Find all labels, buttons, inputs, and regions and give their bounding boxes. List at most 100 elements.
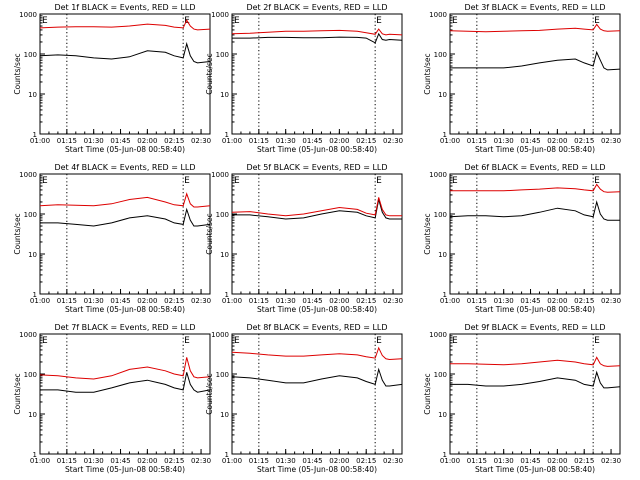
x-tick-label: 01:15 — [249, 137, 269, 145]
x-tick-label: 01:15 — [249, 297, 269, 305]
y-tick-label: 100 — [216, 51, 229, 59]
series-line-lld — [449, 23, 621, 33]
chart-title: Det 5f BLACK = Events, RED = LLD — [246, 163, 387, 172]
x-tick-label: 01:45 — [110, 137, 130, 145]
x-tick-label: 02:00 — [547, 457, 567, 465]
x-tick-label: 01:15 — [57, 297, 77, 305]
y-tick-label: 1 — [225, 131, 229, 139]
x-tick-label: 01:00 — [222, 457, 242, 465]
x-tick-label: 02:15 — [574, 137, 594, 145]
y-tick-label: 1 — [33, 131, 37, 139]
y-tick-label: 10 — [220, 251, 229, 259]
series-line-lld — [39, 192, 211, 208]
y-tick-label: 1000 — [211, 331, 229, 339]
y-tick-label: 10 — [438, 91, 447, 99]
marker-label-e: E — [184, 336, 190, 346]
x-tick-label: 01:15 — [57, 137, 77, 145]
marker-label-e: E — [376, 16, 382, 26]
x-tick-label: 02:30 — [383, 297, 403, 305]
series-line-events — [450, 370, 621, 389]
series-line-events — [232, 199, 402, 220]
y-tick-label: 10 — [220, 411, 229, 419]
x-tick-label: 02:15 — [574, 297, 594, 305]
y-axis-label: Counts/sec — [205, 373, 214, 414]
y-tick-label: 10 — [28, 251, 37, 259]
marker-label-e: E — [594, 16, 600, 26]
chart-title: Det 6f BLACK = Events, RED = LLD — [464, 163, 605, 172]
y-tick-label: 1000 — [429, 11, 447, 19]
series-line-lld — [450, 356, 621, 367]
y-tick-label: 1 — [33, 291, 37, 299]
series-line-lld — [39, 357, 211, 380]
x-tick-label: 01:30 — [84, 457, 104, 465]
x-tick-label: 02:15 — [356, 457, 376, 465]
x-tick-label: 01:00 — [440, 457, 460, 465]
x-tick-label: 01:45 — [520, 137, 540, 145]
chart-panel-4: Det 4f BLACK = Events, RED = LLD 1 10 100 10… — [13, 163, 211, 314]
y-tick-label: 1 — [443, 451, 447, 459]
x-tick-label: 01:15 — [467, 457, 487, 465]
y-axis-label: Counts/sec — [423, 373, 432, 414]
plot-frame — [231, 333, 403, 455]
x-tick-label: 02:15 — [356, 137, 376, 145]
chart-title: Det 8f BLACK = Events, RED = LLD — [246, 323, 387, 332]
y-tick-label: 1 — [33, 451, 37, 459]
series-line-lld — [231, 197, 402, 217]
chart-panel-3: Det 3f BLACK = Events, RED = LLD 1 10 100 10… — [423, 3, 621, 154]
y-tick-label: 100 — [434, 211, 447, 219]
y-tick-label: 1000 — [211, 171, 229, 179]
x-tick-label: 01:00 — [30, 137, 50, 145]
x-tick-label: 01:15 — [57, 457, 77, 465]
marker-label-e: E — [42, 16, 48, 26]
series-line-events — [232, 32, 403, 44]
y-axis-label: Counts/sec — [13, 373, 22, 414]
y-axis-label: Counts/sec — [423, 213, 432, 254]
x-axis-label: Start Time (05-Jun-08 00:58:40) — [475, 465, 595, 474]
x-axis-label: Start Time (05-Jun-08 00:58:40) — [257, 465, 377, 474]
y-tick-label: 1000 — [211, 11, 229, 19]
x-tick-label: 01:30 — [276, 297, 296, 305]
x-tick-label: 02:00 — [547, 137, 567, 145]
y-tick-label: 10 — [438, 411, 447, 419]
y-tick-label: 100 — [434, 371, 447, 379]
y-tick-label: 1000 — [429, 171, 447, 179]
series-line-events — [40, 372, 211, 393]
x-tick-label: 01:30 — [276, 137, 296, 145]
chart-title: Det 9f BLACK = Events, RED = LLD — [464, 323, 605, 332]
marker-label-e: E — [234, 176, 240, 186]
x-tick-label: 02:00 — [547, 297, 567, 305]
y-tick-label: 10 — [28, 91, 37, 99]
x-tick-label: 01:00 — [30, 297, 50, 305]
x-tick-label: 02:30 — [601, 457, 621, 465]
marker-label-e: E — [42, 176, 48, 186]
series-line-lld — [39, 19, 211, 31]
series-line-events — [40, 207, 211, 227]
y-tick-label: 1 — [225, 291, 229, 299]
chart-title: Det 4f BLACK = Events, RED = LLD — [54, 163, 195, 172]
marker-label-e: E — [452, 176, 458, 186]
y-tick-label: 100 — [24, 371, 37, 379]
marker-label-e: E — [452, 336, 458, 346]
y-tick-label: 10 — [220, 91, 229, 99]
x-axis-label: Start Time (05-Jun-08 00:58:40) — [475, 305, 595, 314]
series-line-lld — [231, 28, 403, 36]
marker-label-e: E — [376, 176, 382, 186]
marker-label-e: E — [452, 16, 458, 26]
chart-title: Det 2f BLACK = Events, RED = LLD — [246, 3, 387, 12]
x-tick-label: 02:00 — [137, 297, 157, 305]
plot-frame — [39, 173, 211, 295]
y-axis-label: Counts/sec — [205, 213, 214, 254]
y-axis-label: Counts/sec — [205, 53, 214, 94]
chart-panel-9: Det 9f BLACK = Events, RED = LLD 1 10 100 10… — [423, 323, 621, 474]
x-tick-label: 02:15 — [574, 457, 594, 465]
marker-label-e: E — [594, 336, 600, 346]
x-tick-label: 02:30 — [383, 457, 403, 465]
x-tick-label: 02:00 — [137, 457, 157, 465]
x-tick-label: 01:45 — [520, 297, 540, 305]
y-axis-label: Counts/sec — [13, 213, 22, 254]
x-axis-label: Start Time (05-Jun-08 00:58:40) — [475, 145, 595, 154]
x-tick-label: 02:15 — [164, 457, 184, 465]
x-tick-label: 01:30 — [494, 297, 514, 305]
series-line-events — [231, 367, 403, 387]
